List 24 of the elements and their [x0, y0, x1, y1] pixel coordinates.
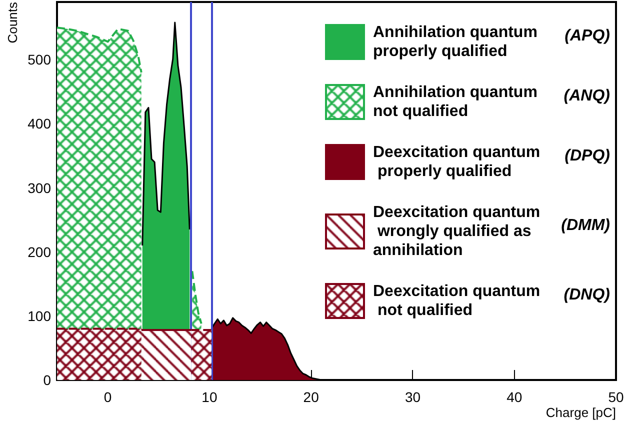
legend-label: Deexcitation quantum not qualified	[373, 283, 540, 319]
annotation: (APQ)	[564, 28, 610, 44]
x-axis-title: Charge [pC]	[546, 405, 616, 420]
legend-label: Annihilation quantum not qualified	[373, 84, 542, 120]
x-tick-label: 40	[506, 389, 522, 405]
annotation: (DPQ)	[564, 148, 610, 164]
y-tick-label: 500	[28, 52, 52, 68]
y-tick-label: 400	[28, 116, 52, 132]
annotation: (ANQ)	[564, 88, 610, 104]
y-tick-label: 300	[28, 180, 52, 196]
legend-label: Annihilation quantum properly qualified	[373, 24, 542, 60]
x-tick-label: 30	[404, 389, 421, 405]
annotation: (DNQ)	[564, 286, 610, 304]
x-tick-label: 50	[608, 389, 624, 405]
y-axis-title: Counts	[5, 2, 20, 44]
x-tick-label: 10	[202, 389, 218, 405]
y-tick-label: 100	[28, 308, 52, 324]
legend-label: Deexcitation quantum properly qualified	[373, 144, 540, 180]
annotation: (DMM)	[561, 217, 610, 234]
y-tick-label: 200	[28, 244, 52, 260]
x-tick-label: 0	[104, 389, 112, 405]
legend-label: Deexcitation quantum wrongly qualified as annihilation	[373, 204, 540, 259]
y-tick-label: 0	[43, 372, 52, 388]
x-tick-label: 20	[303, 389, 320, 405]
